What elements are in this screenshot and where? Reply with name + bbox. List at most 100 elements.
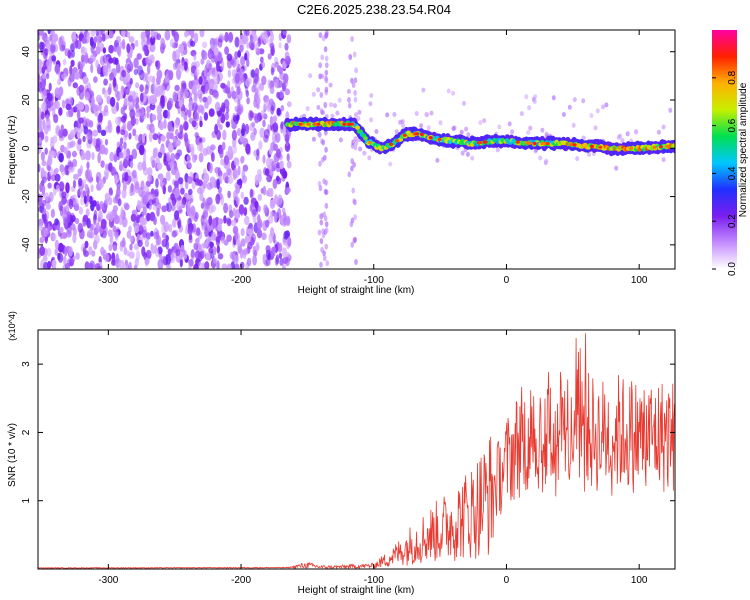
heatmap-cell [216,61,220,72]
heatmap-cell [65,262,71,269]
heatmap-cell [284,42,289,51]
heatmap-cell [128,154,134,163]
heatmap-cell [183,61,188,71]
heatmap-cell [316,87,321,93]
heatmap-cell [311,91,316,97]
heatmap-cell [41,176,47,183]
heatmap-cell [153,231,160,240]
heatmap-cell [251,233,256,243]
heatmap-cell [170,193,175,201]
heatmap-cell [190,249,195,258]
heatmap-cell [183,88,189,99]
heatmap-cell [61,73,67,80]
heatmap-cell [61,99,66,109]
heatmap-cell [190,30,195,39]
heatmap-cell [155,60,159,68]
heatmap-cell [205,198,210,210]
heatmap-cell [184,30,189,38]
heatmap-cell [351,139,355,146]
heatmap-cell [145,249,152,260]
spectrogram-x-label: Height of straight line (km) [298,285,415,296]
heatmap-cell [44,192,49,202]
heatmap-cell [48,82,52,92]
heatmap-cell [154,188,159,197]
heatmap-cell [353,77,358,84]
heatmap-cell [43,261,49,269]
heatmap-cell [625,131,630,137]
heatmap-cell [149,42,156,53]
heatmap-cell [325,260,330,267]
heatmap-cell [353,199,357,206]
heatmap-cell [324,202,329,209]
heatmap-cell [201,41,208,49]
heatmap-cell [167,97,174,109]
heatmap-cell [93,76,98,83]
heatmap-cell [153,147,159,158]
heatmap-cell [145,56,149,65]
heatmap-cell [259,127,266,138]
heatmap-cell [41,199,47,207]
heatmap-cell [272,122,279,133]
heatmap-cell [63,246,68,257]
heatmap-cell [123,112,128,120]
heatmap-cell [215,193,221,205]
heatmap-cell [347,171,352,178]
heatmap-cell [286,34,292,44]
heatmap-cell [59,226,64,234]
heatmap-cell [159,146,165,154]
heatmap-cell [528,125,533,131]
heatmap-cell [48,64,52,72]
heatmap-cell [308,73,313,79]
colorbar-tick-label: 0.8 [727,70,738,84]
heatmap-cell [545,141,550,146]
heatmap-cell [194,211,199,220]
heatmap-cell [76,131,81,139]
heatmap-cell [38,66,43,75]
heatmap-cell [313,122,318,126]
heatmap-cell [240,191,245,199]
heatmap-cell [658,145,663,149]
heatmap-cell [238,106,242,116]
heatmap-cell [71,32,77,41]
heatmap-cell [240,56,246,67]
heatmap-cell [216,245,220,254]
heatmap-cell [58,152,64,163]
heatmap-cell [318,160,322,167]
heatmap-cell [46,92,51,100]
heatmap-cell [198,152,204,163]
heatmap-cell [108,243,113,252]
heatmap-cell [369,117,374,123]
heatmap-cell [140,31,147,42]
heatmap-cell [273,212,278,223]
heatmap-cell [204,261,210,269]
heatmap-cell [204,227,209,238]
heatmap-cell [236,179,243,186]
heatmap-cell [58,107,63,116]
heatmap-cell [54,167,59,174]
x-tick-label: 0 [504,275,510,286]
heatmap-cell [279,160,284,170]
heatmap-cell [217,38,223,48]
heatmap-cell [178,43,185,54]
heatmap-cell [241,169,246,181]
heatmap-cell [544,158,549,164]
heatmap-cell [106,96,111,105]
heatmap-cell [174,119,180,129]
heatmap-cell [323,215,328,222]
heatmap-cell [47,182,52,189]
heatmap-cell [414,132,419,136]
heatmap-cell [95,45,101,55]
heatmap-cell [355,125,360,130]
figure-title: C2E6.2025.238.23.54.R04 [297,2,451,17]
heatmap-cell [178,100,183,108]
heatmap-cell [155,178,159,189]
heatmap-cell [54,239,60,250]
heatmap-cell [238,204,245,215]
heatmap-cell [239,134,245,143]
heatmap-cell [80,59,85,71]
heatmap-cell [569,142,574,147]
heatmap-cell [52,135,58,144]
heatmap-cell [234,51,239,60]
heatmap-cell [211,231,216,241]
